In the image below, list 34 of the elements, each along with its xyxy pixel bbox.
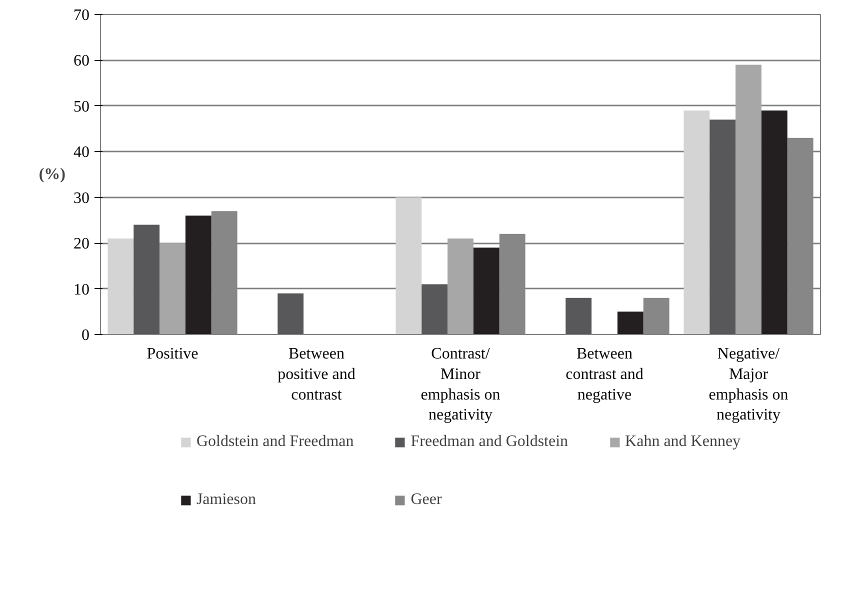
y-axis-title: (%) bbox=[38, 166, 66, 183]
y-tick-label: 10 bbox=[74, 281, 90, 298]
legend-label: Freedman and Goldstein bbox=[410, 433, 568, 451]
bar bbox=[761, 110, 788, 334]
bar bbox=[185, 216, 212, 334]
bar bbox=[108, 238, 134, 334]
x-tick-label: Between contrast and negative bbox=[566, 346, 644, 404]
y-tick-label: 40 bbox=[74, 144, 90, 162]
y-tick-label: 30 bbox=[74, 190, 90, 207]
x-tick-label: Contrast/ Minor emphasis on negativity bbox=[420, 346, 500, 424]
bar bbox=[684, 110, 710, 334]
legend-label: Goldstein and Freedman bbox=[196, 433, 354, 451]
legend-label: Jamieson bbox=[196, 491, 256, 509]
y-tick-label: 0 bbox=[82, 327, 90, 344]
bar bbox=[566, 298, 592, 334]
bar bbox=[160, 243, 186, 334]
y-tick-label: 50 bbox=[74, 98, 90, 116]
bar bbox=[710, 120, 736, 334]
y-tick-label: 60 bbox=[74, 52, 90, 70]
bar bbox=[396, 197, 422, 334]
bar bbox=[736, 64, 762, 334]
bar bbox=[617, 312, 644, 334]
legend-label: Geer bbox=[410, 491, 442, 509]
bar bbox=[134, 224, 160, 334]
bar bbox=[473, 248, 500, 334]
y-tick-label: 20 bbox=[74, 236, 90, 253]
bar bbox=[278, 293, 304, 334]
bar bbox=[448, 238, 474, 334]
legend-label: Kahn and Kenney bbox=[625, 433, 741, 451]
x-tick-label: Positive bbox=[146, 346, 198, 362]
y-tick-label: 70 bbox=[74, 7, 90, 24]
x-tick-label: Between positive and contrast bbox=[278, 346, 356, 404]
x-tick-label: Negative/ Major emphasis on negativity bbox=[708, 346, 788, 424]
bar bbox=[422, 284, 448, 334]
